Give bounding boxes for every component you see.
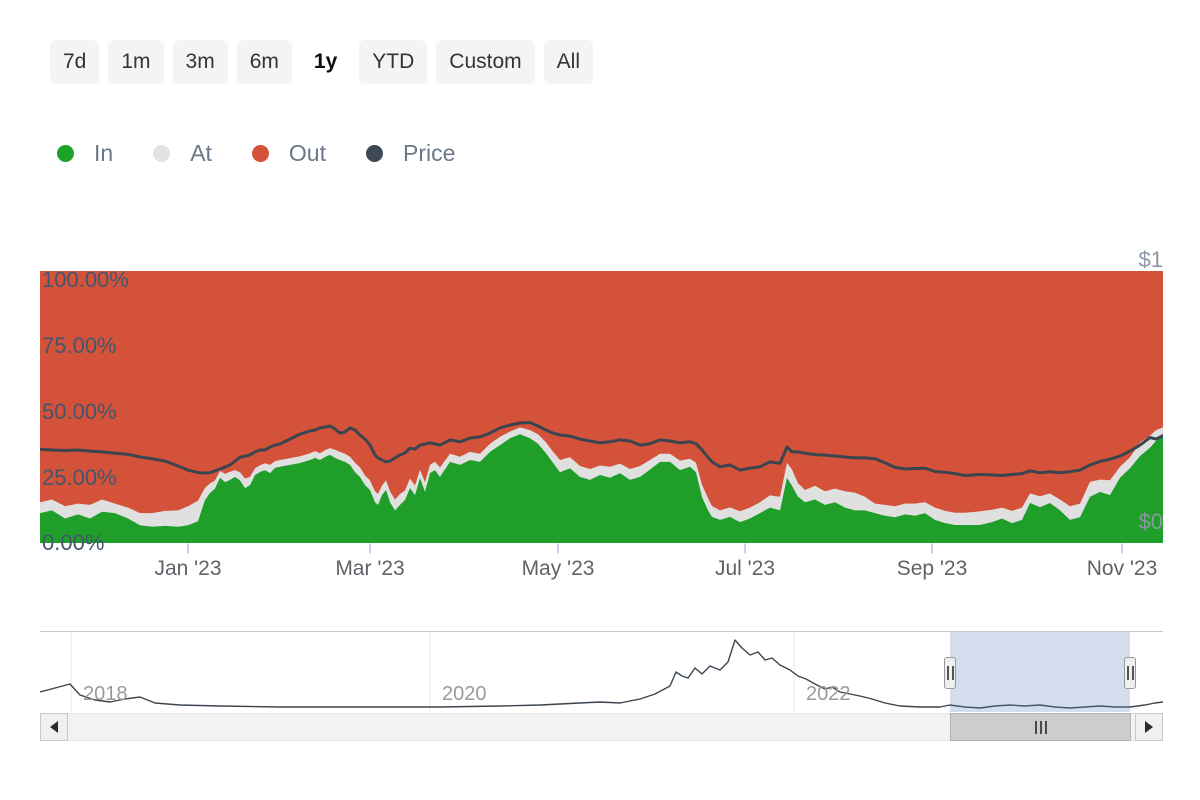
y-axis-label: 25.00% [42,465,117,490]
navigator-handle-left[interactable] [944,657,956,689]
legend-label: In [94,140,114,166]
range-button-3m[interactable]: 3m [172,40,228,85]
navigator-handle-right[interactable] [1124,657,1136,689]
price-axis-max-label: $1 [1138,247,1163,272]
price-axis-min-label: $0 [1138,509,1163,534]
in-area [40,434,1163,543]
navigator-year-label: 2018 [83,683,128,705]
price-line [40,421,1163,477]
navigator-top-border [40,631,1163,632]
y-axis-label: 75.00% [42,333,117,358]
legend: In At Out Price [57,140,455,167]
triangle-left-icon [50,721,58,733]
range-button-all[interactable]: All [543,40,593,85]
navigator-price-line [40,639,1163,709]
scrollbar-right-button[interactable] [1135,713,1163,741]
legend-label: Out [288,140,326,166]
range-button-ytd[interactable]: YTD [359,40,428,85]
navigator-year-label: 2022 [806,683,851,705]
x-axis-label: Nov '23 [1086,557,1158,580]
range-button-1m[interactable]: 1m [108,40,164,85]
main-chart[interactable] [40,271,1163,555]
legend-item-out[interactable]: Out [251,140,326,167]
legend-dot-out-icon [251,145,269,162]
y-axis-label: 0.00% [42,530,105,555]
x-axis-label: Sep '23 [896,557,968,580]
legend-item-price[interactable]: Price [366,140,455,167]
legend-item-in[interactable]: In [57,140,113,167]
legend-dot-in-icon [57,145,74,162]
x-axis-label: Mar '23 [335,557,405,580]
navigator-selection-mask[interactable] [950,632,1130,712]
scrollbar-thumb[interactable] [950,713,1131,741]
legend-label: Price [403,140,456,166]
scrollbar-left-button[interactable] [40,713,68,741]
x-axis-label: Jan '23 [154,557,222,580]
range-button-custom[interactable]: Custom [436,40,535,85]
y-axis-label: 50.00% [42,399,117,424]
legend-dot-at-icon [153,145,171,162]
range-button-6m[interactable]: 6m [236,40,292,85]
legend-item-at[interactable]: At [153,140,212,167]
legend-dot-price-icon [366,145,383,162]
y-axis-label: 100.00% [42,267,129,292]
navigator-year-label: 2020 [442,683,487,705]
range-button-7d[interactable]: 7d [50,40,100,85]
x-axis-label: May '23 [521,557,595,580]
triangle-right-icon [1145,721,1153,733]
navigator[interactable] [40,632,1163,712]
legend-label: At [190,140,212,166]
range-selector: 7d 1m 3m 6m 1y YTD Custom All [50,40,593,85]
scrollbar [40,713,1163,741]
range-button-1y[interactable]: 1y [301,40,350,84]
x-axis-label: Jul '23 [714,557,776,580]
